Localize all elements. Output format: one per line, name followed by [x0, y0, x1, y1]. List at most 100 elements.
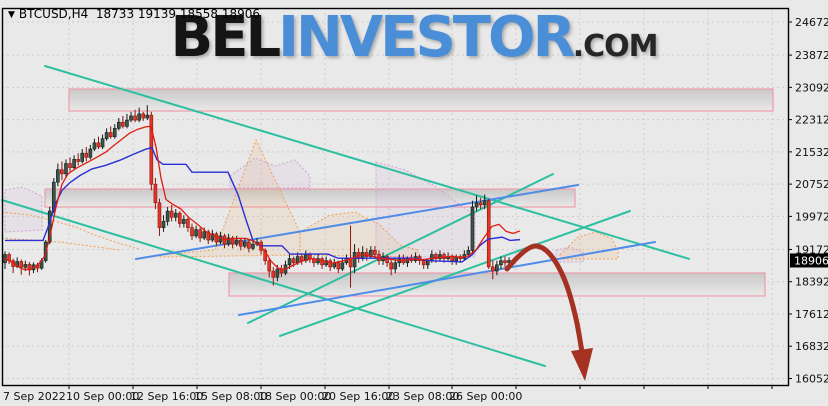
- candle-body: [238, 239, 243, 247]
- candle-body: [125, 119, 129, 127]
- candle-body: [308, 254, 312, 259]
- symbol-dropdown-icon[interactable]: ▼: [8, 10, 15, 20]
- candle-body: [112, 128, 117, 137]
- candle-body: [186, 219, 190, 228]
- candle-body: [153, 183, 158, 204]
- candle-body: [450, 256, 454, 262]
- ichimoku-lines: [4, 125, 521, 271]
- candle-body: [243, 241, 247, 247]
- forecast-arrow[interactable]: [504, 243, 593, 381]
- candle-body: [88, 148, 93, 158]
- plot-border: [1, 7, 790, 387]
- candle-body: [96, 142, 101, 148]
- candle-body: [129, 115, 133, 121]
- candle-body: [194, 229, 198, 237]
- candle-body: [182, 219, 186, 224]
- candle-body: [173, 212, 178, 218]
- candle-body: [157, 202, 162, 228]
- price-axis-label: 19172: [795, 243, 828, 256]
- candle-body: [267, 260, 272, 272]
- price-axis-label: 23872: [795, 49, 828, 62]
- candle-body: [165, 210, 170, 222]
- price-axis-label: 22312: [795, 114, 828, 127]
- time-axis-label: 10 Sep 00:00: [66, 390, 139, 403]
- candle-body: [328, 260, 333, 268]
- price-axis-label: 21532: [795, 146, 828, 159]
- candle-body: [486, 200, 491, 268]
- candle-body: [202, 231, 206, 239]
- candle-body: [210, 233, 215, 241]
- candle-body: [348, 258, 353, 268]
- candle-body: [226, 237, 231, 245]
- candle-body: [137, 113, 141, 121]
- teal-trendline[interactable]: [247, 172, 554, 324]
- teal-trendline[interactable]: [44, 65, 690, 260]
- candle-body: [340, 262, 345, 270]
- price-axis-label: 18392: [795, 276, 828, 289]
- candle-body: [76, 159, 80, 162]
- candle-body: [299, 256, 304, 262]
- candle-body: [421, 260, 426, 266]
- candle-body: [145, 114, 150, 119]
- time-axis-label: 15 Sep 08:00: [194, 390, 267, 403]
- cloud-lavender: [375, 161, 476, 258]
- price-axis-label: 17612: [795, 308, 828, 321]
- candle-body: [474, 202, 479, 208]
- supply-demand-zone[interactable]: [68, 88, 774, 112]
- cloud-lavender: [229, 157, 311, 189]
- candle-body: [499, 260, 503, 266]
- candle-body: [108, 132, 113, 137]
- cloud-orange: [559, 231, 619, 260]
- chart-title: ▼ BTCUSD,H4 18733 19139 18558 18906: [8, 7, 260, 21]
- candle-body: [478, 202, 483, 206]
- cloud-boundary-line: [1, 211, 141, 250]
- time-axis-label: 26 Sep 00:00: [449, 390, 522, 403]
- candle-body: [169, 210, 174, 218]
- candle-body: [104, 132, 109, 140]
- candle-body: [56, 169, 60, 183]
- logo-text-bel: BEL: [170, 5, 282, 70]
- candle-body: [490, 266, 495, 272]
- blue-trendline[interactable]: [135, 183, 579, 261]
- teal-trendline[interactable]: [279, 210, 631, 337]
- current-price-tag: [790, 253, 828, 268]
- blue-trendline[interactable]: [238, 240, 656, 317]
- logo-text-com: .COM: [572, 29, 659, 64]
- candle-body: [230, 237, 235, 245]
- candle-body: [263, 250, 267, 262]
- candle-body: [100, 138, 105, 148]
- candle-body: [336, 262, 341, 270]
- candle-body: [60, 169, 64, 175]
- candle-body: [121, 121, 125, 127]
- current-price-label: 18906: [794, 254, 828, 267]
- candle-body: [198, 229, 202, 239]
- candle-body: [68, 163, 72, 168]
- arrow-shaft[interactable]: [504, 243, 585, 355]
- time-axis-label: 7 Sep 2022: [3, 390, 66, 403]
- candle-body: [434, 254, 438, 259]
- candle-body: [503, 260, 507, 264]
- cloud-orange: [159, 138, 301, 258]
- supply-demand-zone[interactable]: [44, 188, 576, 208]
- candle-body: [495, 264, 499, 272]
- price-axis-label: 16052: [795, 373, 828, 386]
- price-axis[interactable]: 24672 23872 23092 22312 21532 20752 19972 19172…: [788, 16, 828, 386]
- price-axis-label: 19972: [795, 210, 828, 223]
- candle-body: [80, 152, 85, 162]
- candle-body: [482, 200, 487, 206]
- belinvestor-logo: BELINVESTOR.COM: [170, 2, 659, 87]
- arrow-head-icon[interactable]: [571, 348, 593, 381]
- candle-body: [190, 227, 194, 237]
- candle-body: [117, 121, 121, 129]
- candle-body: [133, 115, 137, 121]
- time-axis-label: 18 Sep 00:00: [258, 390, 331, 403]
- candle-body: [72, 159, 76, 168]
- price-axis-label: 24672: [795, 16, 828, 29]
- candle-body: [64, 163, 68, 175]
- candle-body: [234, 239, 239, 245]
- candle-body: [438, 254, 442, 259]
- supply-demand-zones[interactable]: [44, 88, 774, 297]
